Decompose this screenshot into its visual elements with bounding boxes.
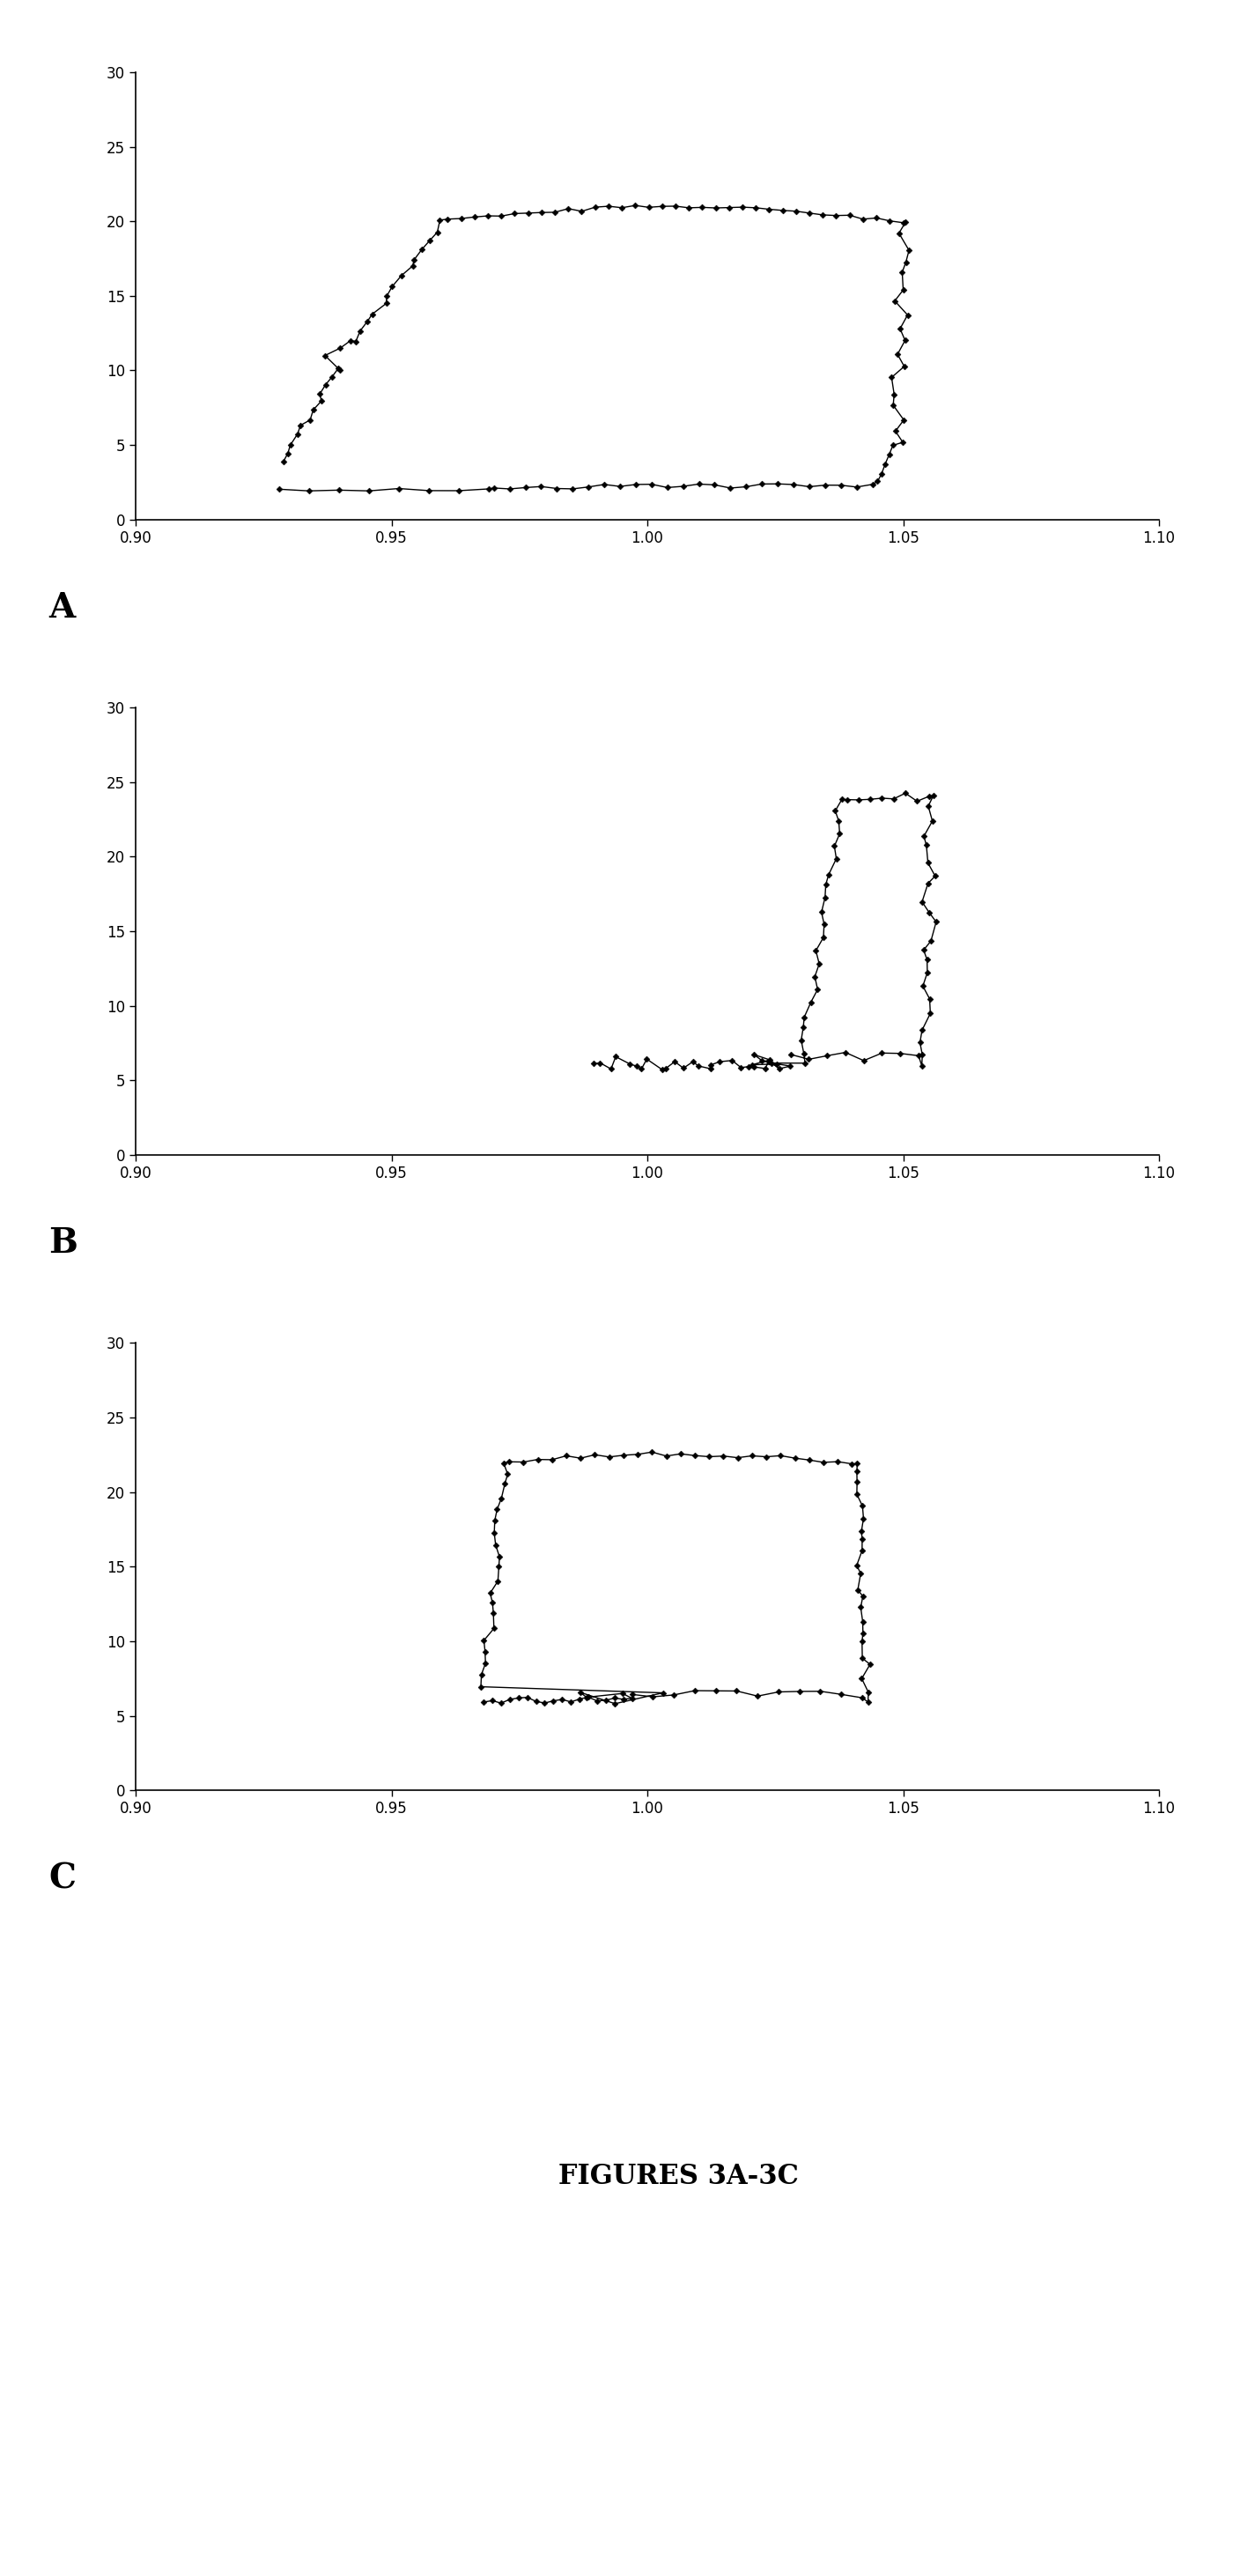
Text: B: B xyxy=(48,1226,78,1260)
Text: C: C xyxy=(48,1862,76,1896)
Text: FIGURES 3A-3C: FIGURES 3A-3C xyxy=(559,2164,798,2190)
Text: A: A xyxy=(48,590,75,623)
